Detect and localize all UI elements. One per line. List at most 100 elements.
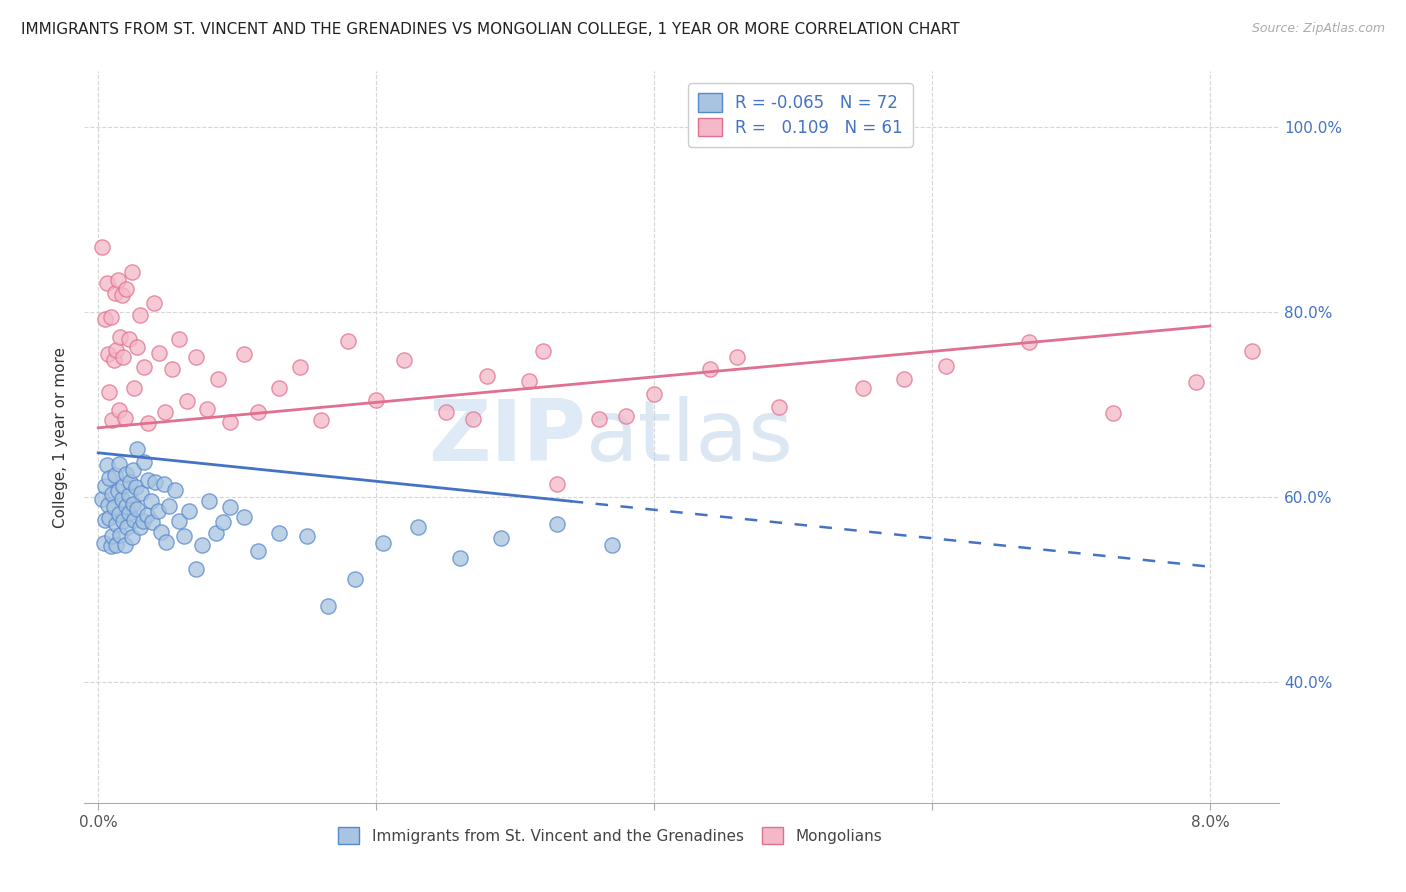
Point	[366, 392, 388, 407]
Point	[588, 411, 610, 425]
Legend: Immigrants from St. Vincent and the Grenadines, Mongolians: Immigrants from St. Vincent and the Gren…	[332, 822, 889, 850]
Point	[337, 334, 360, 348]
Point	[546, 517, 568, 532]
Point	[136, 416, 159, 430]
Point	[727, 351, 749, 365]
Point	[212, 515, 235, 529]
Point	[127, 340, 149, 354]
Point	[463, 411, 485, 425]
Point	[768, 401, 790, 415]
Point	[136, 473, 159, 487]
Point	[198, 494, 221, 508]
Point	[392, 353, 415, 368]
Point	[107, 273, 129, 287]
Point	[101, 529, 124, 543]
Point	[132, 455, 156, 469]
Point	[247, 544, 270, 558]
Point	[112, 514, 135, 528]
Point	[160, 362, 183, 376]
Point	[104, 468, 127, 483]
Point	[122, 463, 145, 477]
Point	[117, 520, 139, 534]
Point	[124, 513, 146, 527]
Point	[173, 529, 195, 543]
Point	[247, 405, 270, 419]
Text: IMMIGRANTS FROM ST. VINCENT AND THE GRENADINES VS MONGOLIAN COLLEGE, 1 YEAR OR M: IMMIGRANTS FROM ST. VINCENT AND THE GREN…	[21, 22, 960, 37]
Point	[699, 362, 721, 376]
Point	[531, 343, 554, 358]
Point	[295, 529, 318, 543]
Point	[118, 332, 141, 346]
Point	[94, 312, 117, 326]
Point	[98, 384, 121, 399]
Point	[118, 506, 141, 520]
Point	[107, 483, 129, 498]
Point	[122, 497, 145, 511]
Point	[146, 504, 169, 518]
Point	[935, 359, 957, 373]
Point	[184, 561, 207, 575]
Point	[111, 288, 134, 302]
Point	[477, 368, 499, 383]
Point	[141, 515, 163, 529]
Point	[110, 528, 132, 542]
Point	[155, 534, 177, 549]
Point	[135, 508, 157, 522]
Point	[1101, 406, 1123, 420]
Point	[129, 520, 152, 534]
Point	[167, 514, 190, 528]
Point	[1240, 343, 1263, 358]
Point	[205, 526, 228, 541]
Point	[157, 499, 180, 513]
Point	[149, 524, 172, 539]
Point	[132, 514, 155, 528]
Point	[434, 405, 457, 419]
Point	[449, 551, 471, 566]
Point	[406, 520, 429, 534]
Point	[142, 295, 165, 310]
Point	[344, 572, 367, 586]
Point	[148, 346, 170, 360]
Point	[105, 517, 128, 532]
Text: ZIP: ZIP	[429, 395, 586, 479]
Point	[114, 538, 136, 552]
Point	[94, 513, 117, 527]
Point	[115, 282, 138, 296]
Point	[94, 479, 117, 493]
Point	[104, 285, 127, 300]
Point	[207, 372, 229, 386]
Point	[91, 240, 114, 254]
Point	[108, 457, 131, 471]
Text: Source: ZipAtlas.com: Source: ZipAtlas.com	[1251, 22, 1385, 36]
Point	[163, 483, 186, 497]
Point	[602, 538, 624, 552]
Point	[643, 386, 665, 401]
Point	[112, 479, 135, 493]
Point	[125, 480, 148, 494]
Point	[97, 347, 120, 361]
Point	[101, 413, 124, 427]
Point	[118, 488, 141, 502]
Point	[120, 475, 142, 489]
Point	[191, 538, 214, 552]
Point	[152, 477, 174, 491]
Point	[233, 509, 256, 524]
Point	[309, 413, 332, 427]
Point	[267, 526, 290, 541]
Point	[177, 504, 200, 518]
Point	[100, 310, 122, 324]
Point	[316, 599, 339, 613]
Point	[105, 343, 128, 357]
Point	[288, 359, 311, 374]
Point	[851, 381, 873, 395]
Point	[129, 308, 152, 322]
Point	[93, 535, 115, 549]
Point	[96, 277, 118, 291]
Point	[127, 442, 149, 456]
Point	[108, 403, 131, 417]
Point	[127, 502, 149, 516]
Point	[233, 347, 256, 361]
Point	[115, 467, 138, 482]
Point	[219, 500, 242, 515]
Point	[91, 492, 114, 507]
